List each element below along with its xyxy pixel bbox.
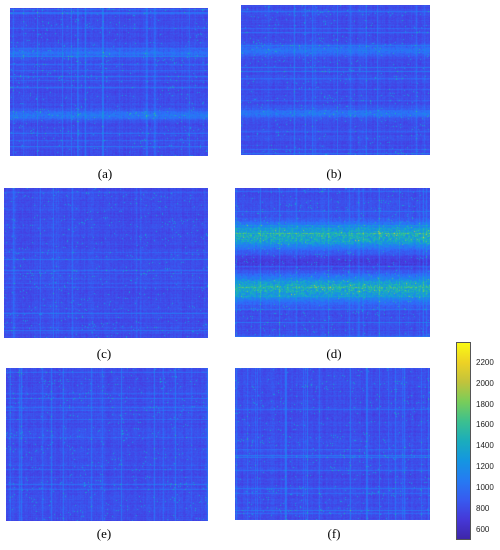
panel-label-f: (f) — [327, 526, 341, 541]
colorbar-tick-label: 2200 — [476, 357, 494, 367]
heatmap-b — [241, 5, 430, 155]
heatmap-c — [4, 188, 208, 338]
heatmap-f — [235, 368, 430, 520]
colorbar-tick-label: 2000 — [476, 378, 494, 388]
panel-label-e: (e) — [96, 526, 112, 541]
panel-label-d: (d) — [326, 346, 342, 361]
colorbar-tick-label: 800 — [476, 503, 490, 513]
heatmap-a — [10, 8, 208, 156]
colorbar-tick-label: 1800 — [476, 399, 494, 409]
colorbar — [456, 342, 471, 540]
colorbar-tick-label: 1000 — [476, 482, 494, 492]
panel-label-b: (b) — [326, 166, 342, 181]
panel-label-c: (c) — [96, 346, 112, 361]
heatmap-d — [235, 188, 430, 337]
panel-label-a: (a) — [97, 166, 113, 181]
colorbar-tick-label: 1200 — [476, 462, 494, 472]
colorbar-tick-label: 1600 — [476, 420, 494, 430]
heatmap-e — [6, 368, 208, 521]
colorbar-tick-label: 1400 — [476, 441, 494, 451]
colorbar-tick-label: 600 — [476, 524, 490, 534]
